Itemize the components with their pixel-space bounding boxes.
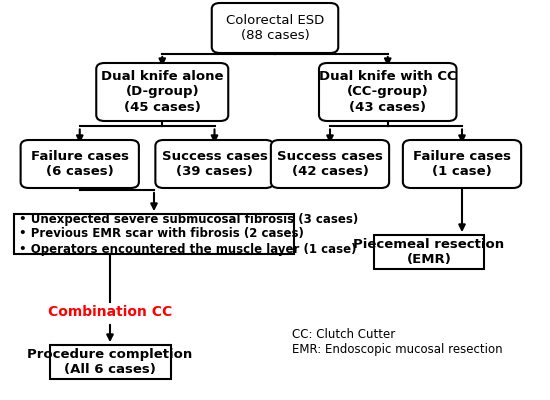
FancyBboxPatch shape [96,63,228,121]
Text: CC: Clutch Cutter
EMR: Endoscopic mucosal resection: CC: Clutch Cutter EMR: Endoscopic mucosa… [292,328,502,356]
FancyBboxPatch shape [155,140,273,188]
FancyBboxPatch shape [271,140,389,188]
Text: Piecemeal resection
(EMR): Piecemeal resection (EMR) [354,238,504,266]
Text: • Unexpected severe submucosal fibrosis (3 cases)
• Previous EMR scar with fibro: • Unexpected severe submucosal fibrosis … [19,212,359,256]
Text: Procedure completion
(All 6 cases): Procedure completion (All 6 cases) [28,348,192,376]
FancyBboxPatch shape [50,345,170,379]
FancyBboxPatch shape [20,140,139,188]
Text: Dual knife with CC
(CC-group)
(43 cases): Dual knife with CC (CC-group) (43 cases) [319,70,456,114]
FancyBboxPatch shape [14,214,294,254]
FancyBboxPatch shape [212,3,338,53]
Text: Failure cases
(6 cases): Failure cases (6 cases) [31,150,129,178]
Text: Failure cases
(1 case): Failure cases (1 case) [413,150,511,178]
Text: Combination CC: Combination CC [48,305,172,319]
FancyBboxPatch shape [319,63,456,121]
Text: Colorectal ESD
(88 cases): Colorectal ESD (88 cases) [226,14,324,42]
FancyBboxPatch shape [374,235,484,269]
Text: Success cases
(39 cases): Success cases (39 cases) [162,150,267,178]
FancyBboxPatch shape [403,140,521,188]
Text: Success cases
(42 cases): Success cases (42 cases) [277,150,383,178]
Text: Dual knife alone
(D-group)
(45 cases): Dual knife alone (D-group) (45 cases) [101,70,223,114]
